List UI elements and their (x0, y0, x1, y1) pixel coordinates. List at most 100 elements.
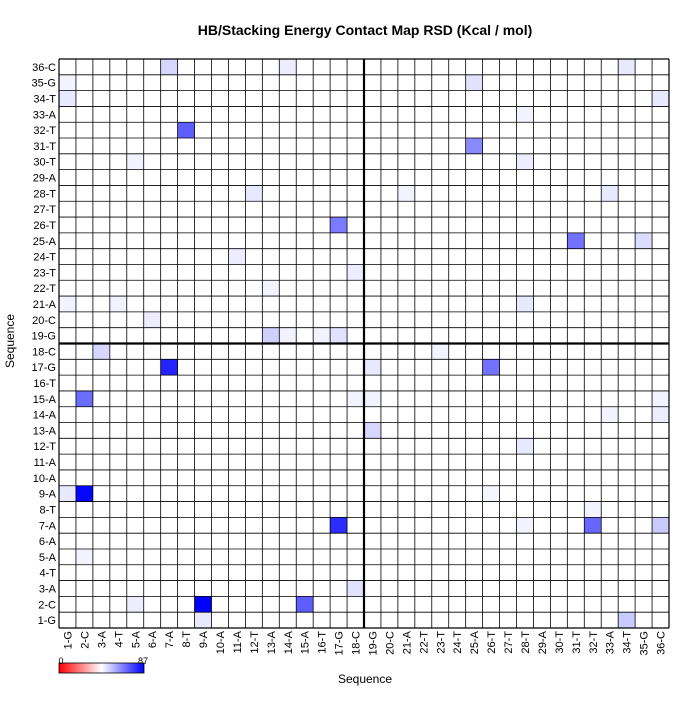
heatmap-cell (296, 596, 314, 613)
heatmap-cell (584, 517, 602, 534)
y-tick-label: 7-A (39, 520, 57, 532)
heatmap-cell (465, 138, 483, 154)
y-tick-label: 16-T (33, 378, 56, 390)
y-tick-label: 32-T (33, 125, 56, 137)
heatmap-cell (330, 327, 348, 344)
heatmap-cell (364, 422, 381, 439)
y-tick-label: 4-T (40, 568, 57, 580)
heatmap-cell (59, 74, 76, 91)
heatmap-cell (75, 548, 93, 565)
x-tick-label: 11-A (232, 630, 244, 653)
x-tick-label: 25-A (469, 630, 481, 654)
heatmap-cell (584, 501, 602, 518)
x-tick-label: 16-T (317, 631, 329, 654)
y-tick-label: 10-A (33, 473, 57, 485)
colorbar-max-label: 87 (138, 656, 148, 666)
y-tick-label: 29-A (33, 173, 57, 185)
heatmap-cell (245, 185, 263, 202)
x-tick-label: 8-T (181, 631, 193, 648)
y-tick-label: 27-T (33, 204, 56, 216)
heatmap-cell (262, 327, 280, 344)
x-tick-label: 17-G (334, 631, 346, 655)
y-tick-label: 20-C (32, 315, 56, 327)
heatmap-cell (347, 580, 364, 597)
heatmap-cell (279, 327, 297, 344)
y-tick-label: 24-T (33, 252, 56, 264)
y-tick-label: 33-A (33, 109, 57, 121)
heatmap-cell (618, 612, 636, 628)
heatmap-cell (279, 59, 297, 75)
y-tick-label: 8-T (40, 504, 57, 516)
y-tick-label: 31-T (33, 141, 56, 153)
heatmap-cell (465, 74, 483, 91)
x-tick-label: 12-T (249, 631, 261, 654)
x-tick-label: 29-A (537, 630, 549, 654)
heatmap-cell (431, 343, 449, 360)
x-tick-label: 7-A (164, 630, 176, 648)
y-tick-label: 12-T (33, 441, 56, 453)
heatmap-cell (313, 327, 331, 344)
heatmap-cell (59, 485, 76, 502)
x-tick-label: 33-A (605, 630, 617, 654)
x-tick-label: 3-A (96, 630, 108, 648)
x-tick-label: 35-G (639, 631, 651, 655)
x-tick-label: 34-T (622, 631, 634, 654)
heatmap-cell (194, 612, 212, 628)
y-tick-label: 30-T (33, 157, 56, 169)
heatmap-cell (75, 390, 93, 407)
y-tick-label: 36-C (32, 62, 56, 74)
heatmap-cell (347, 390, 364, 407)
heatmap-cell (262, 280, 280, 297)
x-tick-label: 4-T (113, 631, 125, 648)
y-tick-label: 6-A (39, 536, 57, 548)
heatmap-cell (330, 517, 348, 534)
x-tick-labels: 1-G 2-C 3-A 4-T 5-A 6-A 7-A 8-T 9-A 10-A 11-A 12-T 1… (62, 630, 667, 655)
y-tick-label: 11-A (34, 457, 57, 469)
y-tick-label: 9-A (39, 489, 57, 501)
x-tick-label: 32-T (588, 631, 600, 654)
heatmap-cell (347, 264, 364, 281)
x-tick-label: 5-A (130, 630, 142, 648)
x-tick-label: 36-C (656, 631, 668, 655)
heatmap-cell (652, 90, 669, 107)
x-tick-label: 2-C (79, 631, 91, 649)
heatmap-cell (109, 296, 127, 312)
x-tick-label: 19-G (367, 631, 379, 655)
heatmap-cell (126, 596, 144, 613)
x-tick-label: 6-A (147, 630, 159, 648)
heatmap-cell (75, 485, 93, 502)
y-tick-label: 5-A (39, 552, 57, 564)
y-tick-label: 2-C (38, 599, 56, 611)
colorbar-gradient (58, 662, 145, 674)
x-tick-label: 31-T (571, 631, 583, 654)
heatmap-cell (364, 390, 381, 407)
heatmap-cell (516, 106, 534, 123)
x-tick-label: 10-A (215, 630, 227, 654)
x-tick-label: 26-T (486, 631, 498, 654)
heatmap-cell (601, 185, 619, 202)
y-tick-label: 19-G (32, 331, 56, 343)
heatmap-cell (516, 296, 534, 312)
heatmap-cell (126, 153, 144, 170)
y-axis-label: Sequence (3, 314, 17, 368)
y-tick-label: 14-A (33, 410, 57, 422)
x-tick-label: 9-A (198, 630, 210, 648)
grid-layer (58, 58, 670, 629)
heatmap-cell (652, 517, 669, 534)
y-tick-label: 34-T (33, 94, 56, 106)
y-tick-label: 21-A (33, 299, 57, 311)
y-tick-label: 35-G (32, 78, 56, 90)
heatmap-cell (194, 596, 212, 613)
x-tick-label: 15-A (300, 630, 312, 654)
y-tick-label: 1-G (38, 615, 56, 627)
heatmap-cell (601, 406, 619, 423)
heatmap-cell (228, 248, 246, 265)
heatmap-cell (482, 359, 500, 376)
y-tick-label: 17-G (32, 362, 56, 374)
x-tick-label: 30-T (554, 631, 566, 654)
heatmap-cell (177, 122, 195, 139)
y-tick-label: 13-A (33, 425, 57, 437)
heatmap-cell (59, 90, 76, 107)
